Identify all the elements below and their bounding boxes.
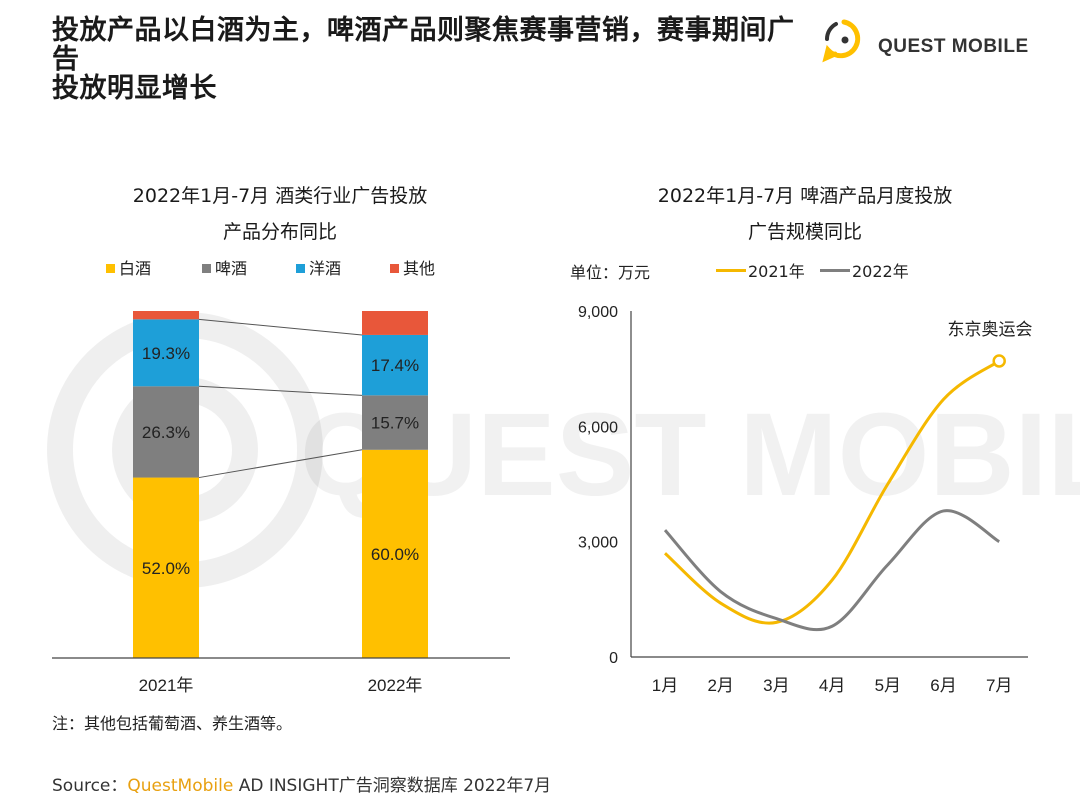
x-tick-label-2: 2022年 [368,676,423,695]
y-tick-label: 0 [609,650,618,667]
connector-line [198,449,363,479]
legend-item-2022: 2022年 [820,258,909,282]
source-line: Source：QuestMobile AD INSIGHT广告洞察数据库 202… [52,771,551,796]
y-tick-label: 6,000 [578,419,618,436]
y-tick-label: 9,000 [578,304,618,321]
page-title-line2: 投放明显增长 [52,73,217,104]
x-tick-label: 7月 [986,676,1012,695]
legend-item-2021: 2021年 [716,258,805,282]
legend-item-baijiu: 白酒 [106,255,151,279]
x-tick-label: 4月 [819,676,845,695]
data-label-pijiu-1: 26.3% [142,423,190,442]
page-title-line1: 投放产品以白酒为主，啤酒产品则聚焦赛事营销，赛事期间广告 [52,15,795,75]
y-tick-label: 3,000 [578,535,618,552]
legend-label-2021: 2021年 [748,262,805,281]
x-tick-label-1: 2021年 [139,676,194,695]
legend-item-pijiu: 啤酒 [202,255,247,279]
footnote: 注：其他包括葡萄酒、养生酒等。 [52,714,293,733]
page-title: 投放产品以白酒为主，啤酒产品则聚焦赛事营销，赛事期间广告 投放明显增长 [52,16,812,103]
bar-pijiu-2 [362,395,428,450]
x-tick-label: 2月 [707,676,733,695]
legend-line-2021 [716,269,746,272]
logo: QUEST MOBILE [818,14,1038,64]
bar-yangjiu-2 [362,334,428,396]
x-tick-label: 6月 [930,676,956,695]
data-label-baijiu-2: 60.0% [371,545,419,564]
x-tick-label: 5月 [875,676,901,695]
bar-baijiu-2 [362,449,428,658]
data-label-yangjiu-2: 17.4% [371,356,419,375]
legend-label-2022: 2022年 [852,262,909,281]
chart1-title-line2: 产品分布同比 [222,221,337,243]
legend-line-2022 [820,269,850,272]
legend-label-yangjiu: 洋酒 [309,259,342,278]
bar-pijiu-1 [133,386,199,478]
logo-text: QUEST MOBILE [878,36,1029,57]
unit-label: 单位：万元 [570,263,651,282]
connector-line [198,318,363,336]
legend-label-qita: 其他 [403,259,436,278]
source-prefix: Source： [52,776,128,796]
source-rest: AD INSIGHT广告洞察数据库 2022年7月 [233,776,552,796]
annotation-tokyo-olympics: 东京奥运会 [948,320,1033,339]
legend-swatch-yangjiu [296,264,305,273]
data-label-baijiu-1: 52.0% [142,559,190,578]
bar-yangjiu-1 [133,319,199,387]
source-brand: QuestMobile [127,776,234,796]
legend-label-baijiu: 白酒 [119,259,152,278]
connector-line [198,385,363,396]
legend-label-pijiu: 啤酒 [215,259,248,278]
series-line-2022 [663,509,1001,632]
legend-swatch-pijiu [202,264,211,273]
bar-qita-2 [362,311,428,335]
highlight-point-2021-jul [992,354,1006,368]
chart2-title-line2: 广告规模同比 [747,221,862,243]
x-tick-label: 1月 [652,676,678,695]
legend-swatch-qita [390,264,399,273]
data-label-pijiu-2: 15.7% [371,414,419,433]
x-tick-label: 3月 [763,676,789,695]
data-label-yangjiu-1: 19.3% [142,344,190,363]
quest-mobile-logo-icon [822,19,861,63]
bar-baijiu-1 [133,477,199,658]
legend-swatch-baijiu [106,264,115,273]
legend-item-yangjiu: 洋酒 [296,255,341,279]
legend-item-qita: 其他 [390,255,435,279]
chart2-title: 2022年1月-7月 啤酒产品月度投放 广告规模同比 [585,178,1025,250]
bar-qita-1 [133,311,199,320]
chart1-title-line1: 2022年1月-7月 酒类行业广告投放 [132,185,428,207]
chart2-title-line1: 2022年1月-7月 啤酒产品月度投放 [657,185,953,207]
chart1-title: 2022年1月-7月 酒类行业广告投放 产品分布同比 [60,178,500,250]
series-line-2021 [663,359,1001,625]
